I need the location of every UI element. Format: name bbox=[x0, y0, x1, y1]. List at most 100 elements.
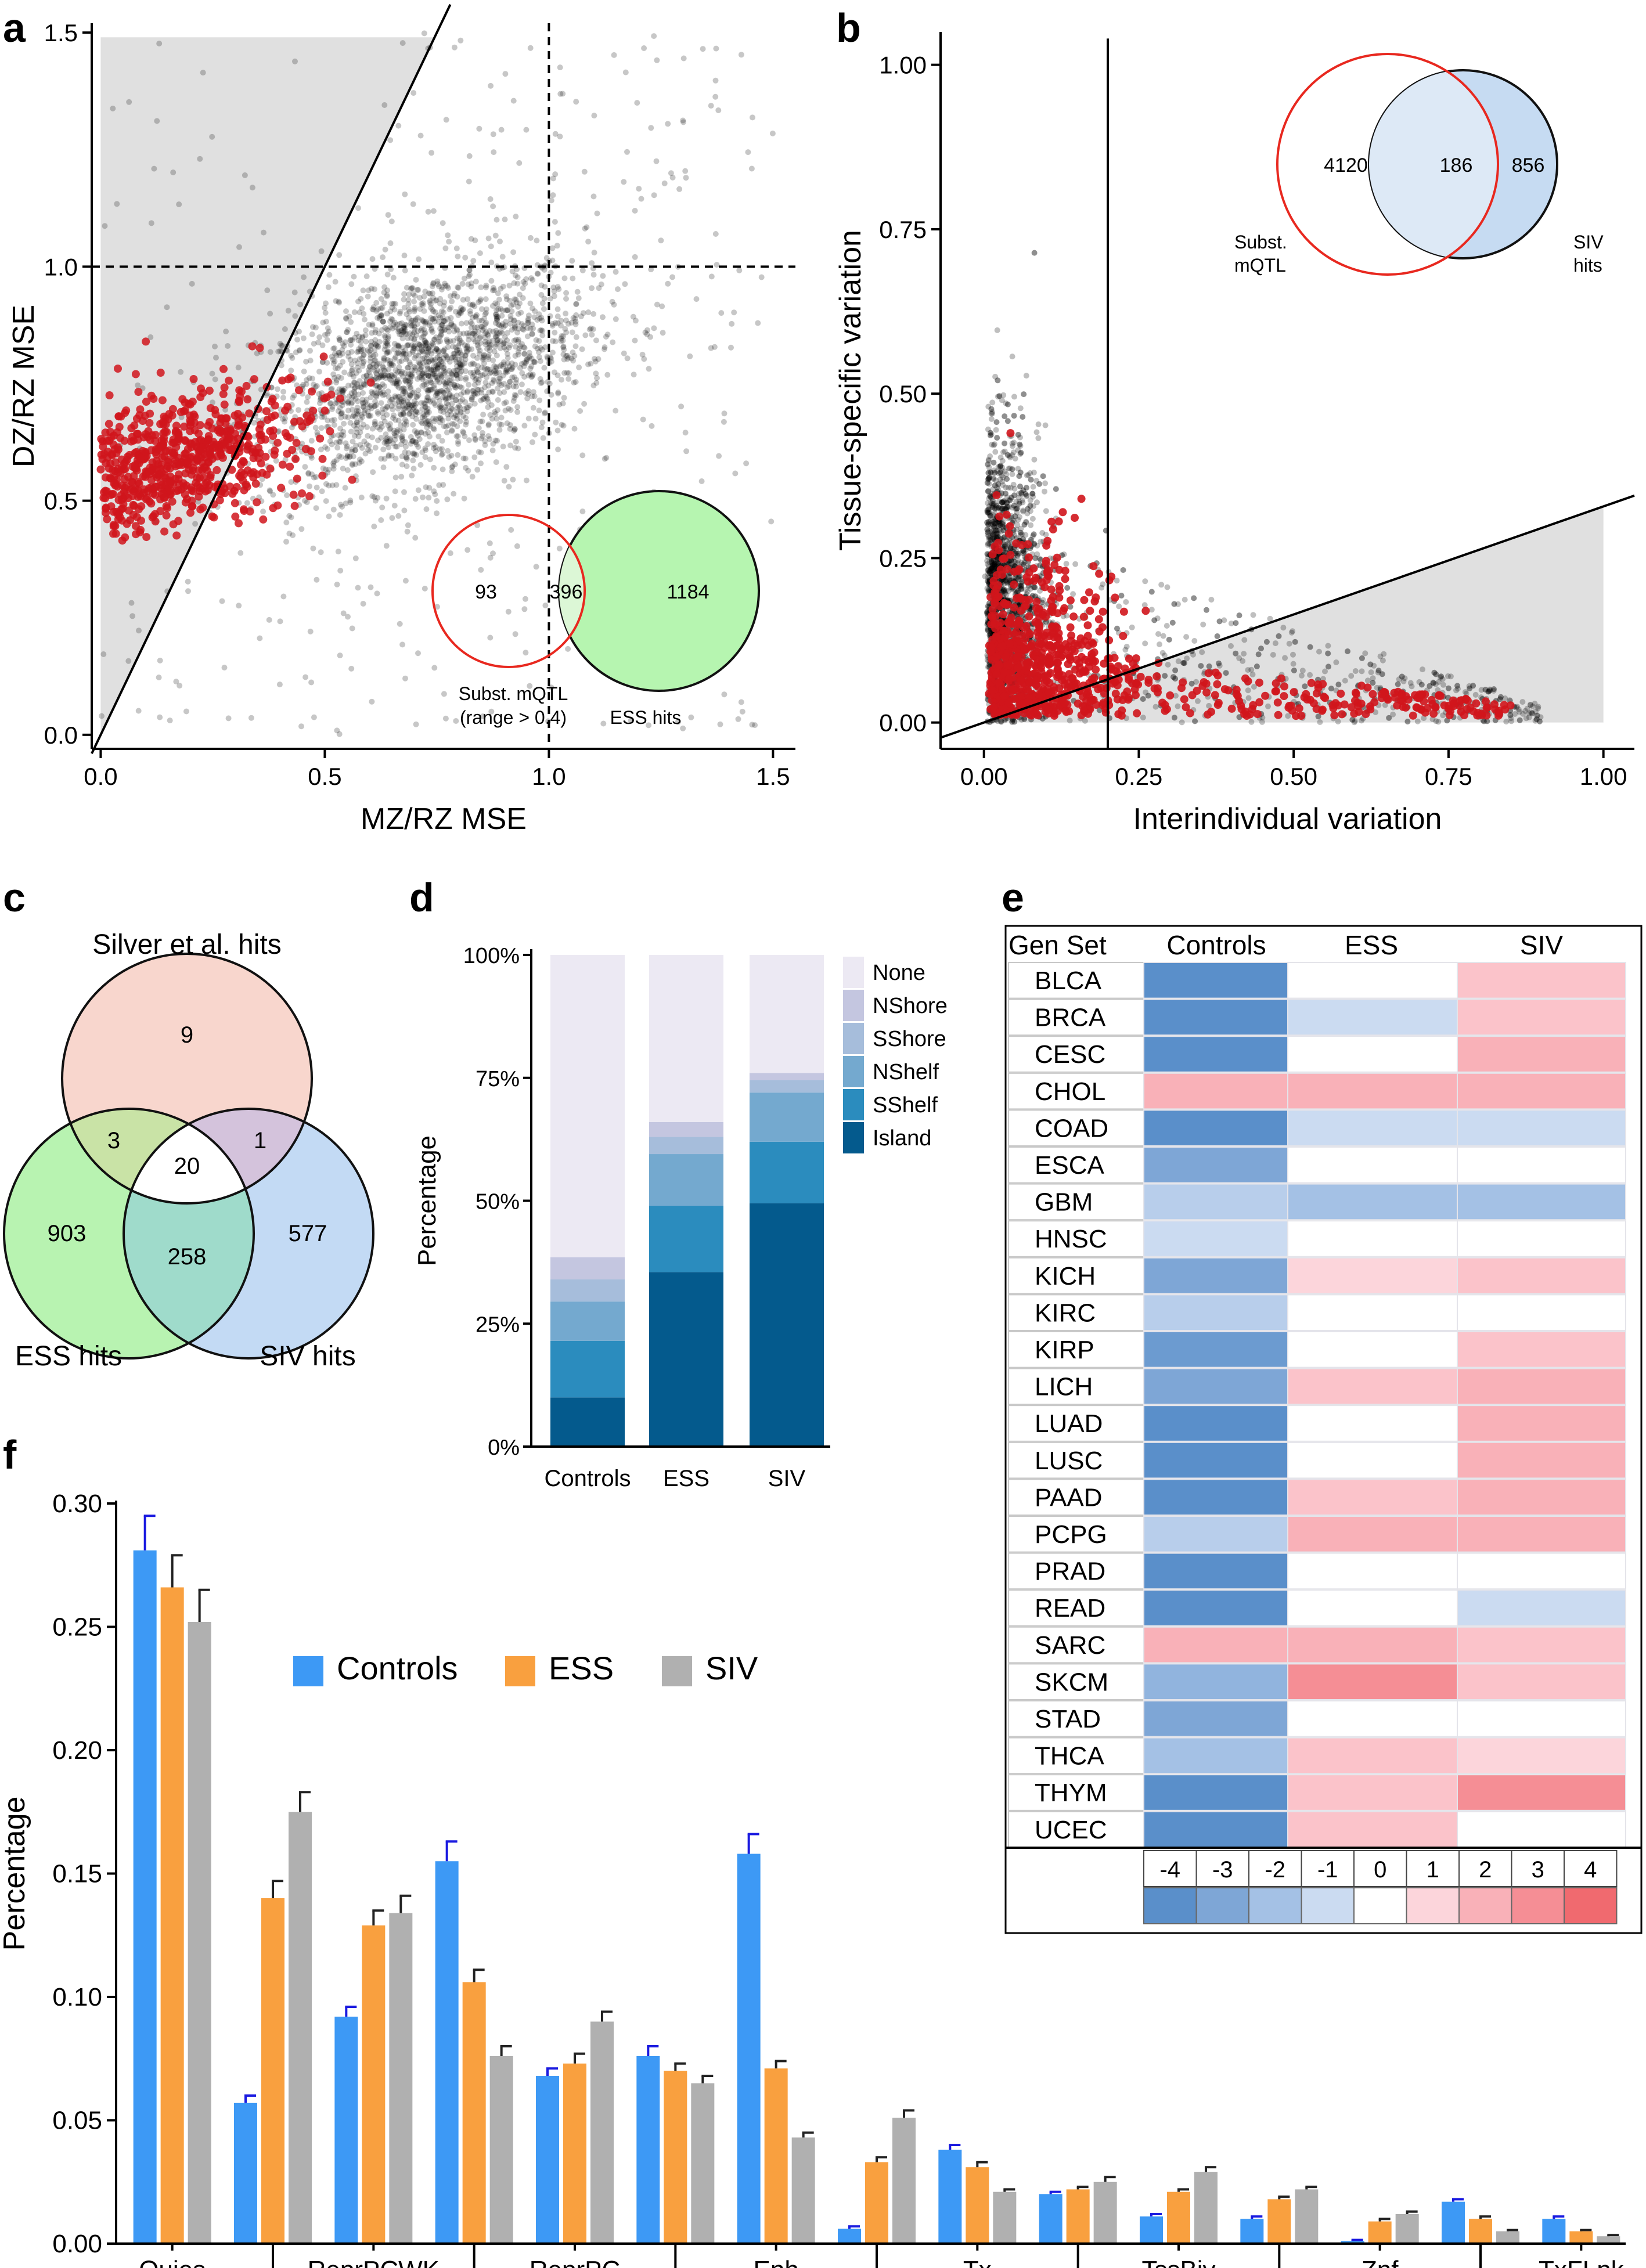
scatter-point bbox=[444, 356, 451, 362]
scatter-point bbox=[358, 458, 365, 464]
scatter-point bbox=[458, 362, 464, 369]
scatter-point bbox=[350, 453, 356, 460]
scatter-point bbox=[372, 420, 378, 427]
scatter-point bbox=[323, 300, 329, 307]
scatter-point bbox=[338, 409, 345, 416]
scatter-point bbox=[244, 500, 250, 506]
scatter-point bbox=[501, 389, 507, 395]
highlight-point bbox=[288, 446, 297, 454]
scatter-point bbox=[442, 283, 449, 289]
scatter-point bbox=[288, 514, 294, 521]
scatter-point bbox=[520, 295, 526, 301]
scatter-point bbox=[454, 423, 460, 430]
scatter-point bbox=[365, 293, 371, 300]
scatter-point bbox=[452, 308, 459, 315]
scatter-point bbox=[392, 401, 398, 407]
scatter-point bbox=[425, 208, 431, 215]
scatter-point bbox=[402, 443, 409, 450]
scatter-point bbox=[494, 301, 500, 308]
scatter-point bbox=[509, 308, 515, 315]
scatter-point bbox=[390, 321, 397, 327]
scatter-point bbox=[347, 497, 354, 504]
scatter-point bbox=[374, 372, 380, 378]
scatter-point bbox=[407, 392, 413, 399]
scatter-point bbox=[613, 316, 619, 322]
scatter-point bbox=[495, 290, 501, 297]
scatter-point bbox=[456, 365, 463, 371]
scatter-point bbox=[128, 600, 135, 606]
scatter-point bbox=[560, 91, 566, 97]
scatter-point bbox=[508, 302, 514, 309]
scatter-point bbox=[401, 426, 407, 432]
scatter-point bbox=[369, 434, 375, 441]
scatter-point bbox=[500, 359, 507, 365]
scatter-point bbox=[600, 720, 607, 727]
highlight-point bbox=[114, 365, 122, 373]
scatter-point bbox=[406, 359, 413, 366]
panel-label-a: a bbox=[3, 5, 26, 51]
scatter-point bbox=[361, 352, 367, 359]
scatter-point bbox=[369, 698, 375, 705]
scatter-point bbox=[404, 456, 410, 462]
scatter-point bbox=[409, 367, 415, 373]
scatter-point bbox=[454, 367, 460, 373]
scatter-point bbox=[406, 380, 413, 386]
scatter-point bbox=[712, 77, 719, 84]
scatter-point bbox=[408, 384, 414, 390]
scatter-point bbox=[535, 271, 541, 277]
scatter-point bbox=[248, 715, 254, 721]
scatter-point bbox=[384, 292, 390, 298]
scatter-point bbox=[579, 267, 586, 273]
scatter-point bbox=[307, 628, 314, 634]
scatter-point bbox=[503, 368, 509, 374]
scatter-point bbox=[758, 274, 765, 280]
scatter-point bbox=[339, 347, 345, 353]
scatter-point bbox=[323, 319, 329, 324]
scatter-point bbox=[499, 330, 506, 336]
scatter-point bbox=[437, 356, 443, 363]
scatter-point bbox=[688, 714, 694, 720]
scatter-point bbox=[1440, 712, 1446, 719]
scatter-point bbox=[738, 52, 744, 58]
scatter-point bbox=[505, 307, 511, 313]
scatter-point bbox=[427, 299, 433, 305]
scatter-point bbox=[372, 403, 378, 409]
scatter-point bbox=[425, 429, 431, 435]
scatter-point bbox=[327, 438, 333, 445]
scatter-point bbox=[410, 90, 417, 96]
scatter-point bbox=[390, 406, 396, 413]
scatter-point bbox=[669, 174, 676, 181]
scatter-point bbox=[565, 646, 571, 652]
scatter-point bbox=[644, 331, 650, 337]
highlight-point bbox=[292, 438, 301, 447]
highlight-point bbox=[255, 431, 264, 439]
scatter-point bbox=[451, 44, 458, 51]
scatter-point bbox=[508, 366, 514, 372]
scatter-point bbox=[491, 378, 497, 384]
scatter-point bbox=[485, 422, 492, 428]
scatter-point bbox=[680, 119, 686, 125]
scatter-point bbox=[318, 248, 325, 254]
scatter-point bbox=[257, 635, 263, 641]
scatter-point bbox=[463, 421, 469, 428]
scatter-point bbox=[446, 359, 453, 365]
scatter-point bbox=[484, 395, 491, 402]
scatter-point bbox=[434, 498, 440, 504]
panel-label-d: d bbox=[409, 875, 434, 920]
scatter-point bbox=[482, 321, 488, 327]
scatter-point bbox=[389, 304, 395, 311]
scatter-point bbox=[415, 650, 421, 657]
scatter-point bbox=[314, 383, 320, 389]
scatter-point bbox=[402, 327, 408, 334]
scatter-point bbox=[402, 377, 409, 383]
scatter-point bbox=[225, 343, 231, 349]
scatter-point bbox=[349, 448, 355, 455]
scatter-point bbox=[1042, 488, 1047, 495]
scatter-point bbox=[428, 380, 435, 386]
scatter-point bbox=[558, 338, 564, 344]
scatter-point bbox=[368, 358, 373, 365]
scatter-point bbox=[1208, 597, 1215, 603]
scatter-point bbox=[485, 352, 492, 358]
scatter-point bbox=[370, 469, 376, 475]
scatter-point bbox=[509, 360, 515, 366]
